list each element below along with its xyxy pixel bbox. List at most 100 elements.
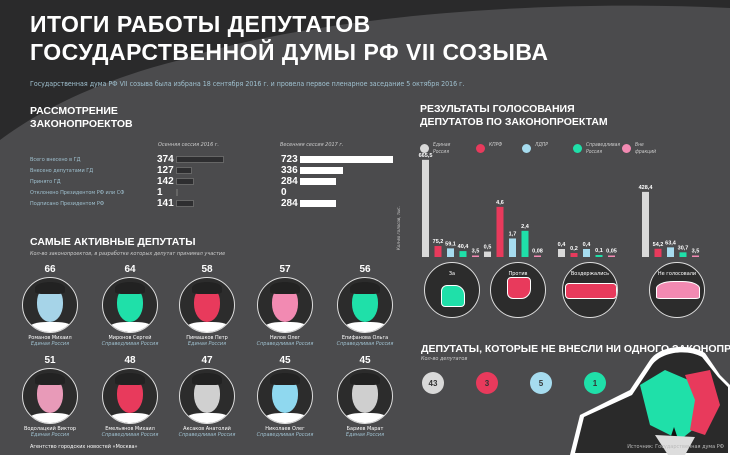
deputy-party: Справедливая Россия [336, 341, 394, 347]
shoulders-icon [29, 413, 73, 423]
bill-count: 51 [44, 355, 56, 366]
hair-icon [192, 373, 222, 385]
no-bills-count: 3 [476, 372, 498, 394]
value-2016: 1 [157, 187, 163, 198]
vote-bar-label: 0,1 [595, 248, 603, 254]
value-2016: 142 [157, 176, 174, 187]
bill-row-label: Всего внесено в ГД [30, 157, 81, 163]
hair-icon [350, 282, 380, 294]
title-line-1: ИТОГИ РАБОТЫ ДЕПУТАТОВ [30, 11, 371, 37]
deputy-portrait [102, 277, 158, 333]
shoulders-icon [186, 322, 230, 332]
vote-bar [679, 252, 687, 257]
bill-count: 66 [44, 264, 56, 275]
active-title: САМЫЕ АКТИВНЫЕ ДЕПУТАТЫ [30, 236, 196, 248]
bar-2017 [300, 178, 337, 185]
legend-label: Единая [433, 142, 451, 148]
deputy-card: 57 Нилов Олег Справедливая Россия [245, 264, 325, 347]
legend-label: Справедливая [586, 142, 621, 148]
vote-bar [667, 247, 674, 257]
vote-category-label: Не голосовали [657, 271, 697, 277]
deputy-name: Романов Михаил [28, 335, 72, 341]
vote-category-label: За [448, 271, 456, 277]
vote-bar [570, 253, 578, 257]
vote-bar-label: 0,08 [532, 249, 543, 255]
deputy-portrait [257, 368, 313, 424]
vote-bar [534, 255, 541, 257]
vote-category-1: За [424, 262, 480, 318]
shoulders-icon [109, 413, 153, 423]
value-2017: 723 [281, 154, 298, 165]
no-bills-count: 43 [422, 372, 444, 394]
vote-bar [521, 230, 529, 257]
thumbs-down-icon [507, 277, 531, 299]
col-2017-header: Весенняя сессия 2017 г. [280, 142, 344, 148]
active-subtitle: Кол-во законопроектов, в разработке кото… [30, 251, 226, 257]
deputy-card: 66 Романов Михаил Единая Россия [10, 264, 90, 347]
vote-bar-label: 75,2 [433, 239, 444, 245]
shoulders-icon [264, 413, 308, 423]
vote-bar [595, 255, 603, 257]
vote-bar-label: 0,5 [484, 245, 492, 251]
vote-bar [608, 255, 615, 257]
vote-bar-label: 2,4 [521, 224, 530, 230]
vote-bar [422, 159, 429, 257]
deputy-portrait [337, 368, 393, 424]
vote-bar-label: 3,5 [472, 249, 480, 255]
vote-category-label: Против [508, 271, 528, 277]
legend-item: Единая Россия [420, 142, 450, 156]
deputy-name: Пимашков Петр [186, 335, 228, 341]
value-2017: 0 [281, 187, 287, 198]
vote-bar-label: 4,6 [496, 200, 504, 206]
title-line-2: ГОСУДАРСТВЕННОЙ ДУМЫ РФ VII СОЗЫВА [30, 39, 549, 65]
deputy-card: 45 Николаев Олег Справедливая Россия [245, 355, 325, 438]
vote-bar [583, 249, 590, 257]
hair-icon [270, 373, 300, 385]
no-bills-count: 1 [584, 372, 606, 394]
vote-bar [692, 255, 699, 257]
bills-title: РАССМОТРЕНИЕ ЗАКОНОПРОЕКТОВ [30, 105, 133, 130]
deputy-name: Аксаков Анатолий [183, 426, 231, 432]
bill-count: 64 [124, 264, 136, 275]
vote-bar [496, 206, 504, 257]
col-2016-header: Осенняя сессия 2016 г. [158, 142, 219, 148]
legend-dot-icon [522, 144, 531, 153]
vote-category-4: Не голосовали [649, 262, 705, 318]
vote-bar-label: 1,7 [509, 231, 517, 237]
vote-bar [654, 248, 662, 257]
deputy-name: Водолацкий Виктор [23, 426, 77, 432]
vote-bar [484, 251, 491, 257]
bill-row-label: Отклонено Президентом РФ или СФ [30, 190, 125, 196]
deputy-card: 45 Бариев Марат Единая Россия [325, 355, 405, 438]
bill-count: 45 [359, 355, 371, 366]
bill-count: 47 [201, 355, 213, 366]
deputy-party: Единая Россия [187, 341, 227, 347]
vote-bar-label: 428,4 [639, 185, 654, 191]
bill-count: 58 [201, 264, 213, 275]
vote-bar [472, 255, 479, 257]
no-bills-count: 5 [530, 372, 552, 394]
shoulders-icon [109, 322, 153, 332]
deputy-name: Бариев Марат [346, 426, 384, 432]
legend-label: ЛДПР [535, 142, 548, 148]
deputy-name: Нилов Олег [269, 335, 301, 341]
deputy-card: 48 Емельянов Михаил Справедливая Россия [90, 355, 170, 438]
vote-bar-label: 3,5 [692, 249, 700, 255]
deputy-portrait [257, 277, 313, 333]
legend-dot-icon [476, 144, 485, 153]
vote-bar [642, 191, 649, 257]
bar-2016 [176, 178, 195, 185]
vote-bar-label: 0,4 [583, 242, 592, 248]
value-2017: 284 [281, 198, 298, 209]
legend-dot-icon [420, 144, 429, 153]
vote-bar-label: 0,4 [558, 242, 567, 248]
thumbs-up-icon [441, 285, 465, 307]
hair-icon [115, 373, 145, 385]
bar-2016 [176, 200, 195, 207]
deputy-party: Справедливая Россия [101, 341, 159, 347]
vote-category-3: Воздержались [562, 262, 618, 318]
deputy-party: Единая Россия [30, 432, 70, 438]
deputy-party: Справедливая Россия [256, 341, 314, 347]
deputy-party: Справедливая Россия [256, 432, 314, 438]
